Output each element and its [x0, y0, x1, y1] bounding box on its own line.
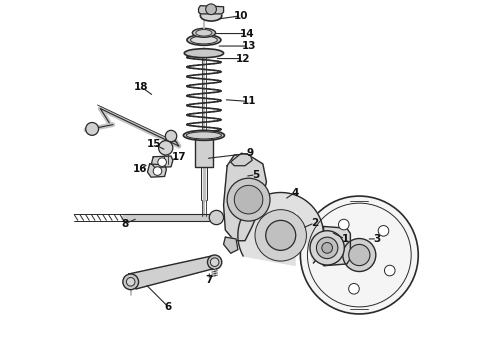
- Circle shape: [310, 231, 344, 265]
- Circle shape: [207, 255, 222, 269]
- Polygon shape: [151, 156, 173, 167]
- Polygon shape: [223, 155, 267, 241]
- Text: 13: 13: [241, 41, 256, 51]
- Polygon shape: [127, 256, 220, 289]
- Text: 3: 3: [373, 234, 381, 244]
- Text: 7: 7: [206, 275, 213, 285]
- Text: 15: 15: [147, 139, 161, 149]
- Circle shape: [320, 255, 331, 266]
- Circle shape: [255, 210, 306, 261]
- Circle shape: [322, 243, 333, 253]
- Text: 16: 16: [132, 164, 147, 174]
- Polygon shape: [198, 6, 223, 14]
- Circle shape: [123, 274, 139, 290]
- Circle shape: [339, 219, 349, 230]
- Circle shape: [227, 178, 270, 221]
- Circle shape: [349, 283, 359, 294]
- Ellipse shape: [186, 132, 221, 139]
- Ellipse shape: [187, 35, 221, 45]
- Text: 1: 1: [342, 234, 349, 244]
- Circle shape: [86, 122, 98, 135]
- Circle shape: [234, 185, 263, 214]
- Ellipse shape: [196, 30, 212, 36]
- Ellipse shape: [183, 130, 224, 140]
- Polygon shape: [323, 226, 350, 266]
- Circle shape: [126, 278, 135, 286]
- Text: 8: 8: [122, 219, 129, 229]
- Ellipse shape: [191, 36, 218, 44]
- Ellipse shape: [184, 49, 223, 58]
- Text: 6: 6: [165, 302, 172, 312]
- Text: 17: 17: [172, 152, 186, 162]
- Text: 2: 2: [311, 218, 318, 228]
- Circle shape: [153, 167, 162, 175]
- Circle shape: [300, 196, 418, 314]
- Circle shape: [158, 158, 167, 166]
- Text: 10: 10: [234, 11, 249, 21]
- Polygon shape: [223, 237, 238, 253]
- Circle shape: [266, 220, 296, 250]
- Text: 4: 4: [292, 188, 299, 198]
- Circle shape: [209, 210, 223, 225]
- Text: 12: 12: [236, 54, 250, 64]
- Circle shape: [378, 225, 389, 236]
- Circle shape: [385, 265, 395, 276]
- Polygon shape: [147, 164, 167, 177]
- Circle shape: [349, 244, 370, 266]
- Polygon shape: [238, 193, 323, 265]
- Text: 9: 9: [247, 148, 254, 158]
- Circle shape: [210, 258, 219, 266]
- FancyBboxPatch shape: [195, 134, 213, 167]
- Ellipse shape: [192, 28, 216, 37]
- Text: 18: 18: [134, 82, 148, 92]
- Text: 5: 5: [252, 170, 259, 180]
- Ellipse shape: [200, 10, 222, 21]
- Text: 11: 11: [241, 96, 256, 107]
- Circle shape: [159, 141, 173, 155]
- Circle shape: [206, 4, 217, 15]
- Polygon shape: [231, 153, 252, 166]
- Circle shape: [165, 130, 177, 142]
- Circle shape: [343, 239, 376, 271]
- Circle shape: [317, 237, 338, 258]
- Text: 14: 14: [240, 28, 254, 39]
